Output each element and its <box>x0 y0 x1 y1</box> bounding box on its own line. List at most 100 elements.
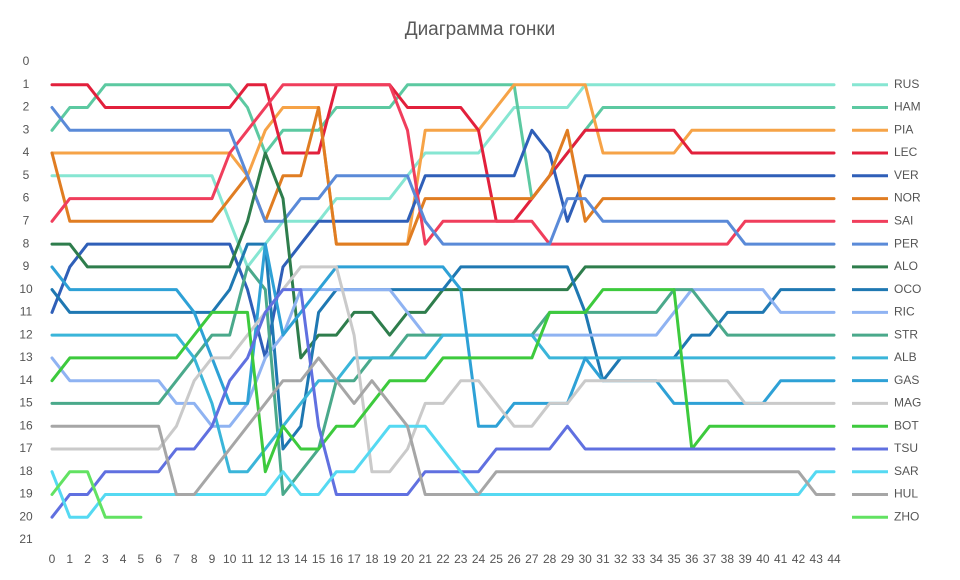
x-tick-label: 28 <box>543 552 557 566</box>
y-tick-label: 20 <box>19 509 33 523</box>
x-tick-label: 13 <box>276 552 290 566</box>
x-tick-label: 6 <box>155 552 162 566</box>
x-tick-label: 26 <box>507 552 521 566</box>
x-tick-label: 36 <box>685 552 699 566</box>
series-line <box>50 242 836 451</box>
x-tick-label: 39 <box>738 552 752 566</box>
x-tick-label: 17 <box>347 552 361 566</box>
x-tick-label: 18 <box>365 552 379 566</box>
legend-label: OCO <box>894 282 921 296</box>
x-tick-label: 5 <box>138 552 145 566</box>
x-tick-label: 31 <box>596 552 610 566</box>
legend-label: PER <box>894 236 919 250</box>
x-tick-label: 0 <box>49 552 56 566</box>
legend-label: TSU <box>894 441 918 455</box>
x-tick-label: 20 <box>401 552 415 566</box>
x-tick-label: 27 <box>525 552 539 566</box>
y-tick-label: 14 <box>19 373 33 387</box>
x-tick-label: 23 <box>454 552 468 566</box>
x-tick-label: 25 <box>490 552 504 566</box>
series-line <box>50 288 836 519</box>
y-tick-label: 3 <box>23 122 30 136</box>
x-tick-label: 33 <box>632 552 646 566</box>
x-tick-label: 7 <box>173 552 180 566</box>
legend-label: ALB <box>894 350 917 364</box>
y-tick-label: 12 <box>19 327 33 341</box>
x-tick-label: 29 <box>561 552 575 566</box>
x-tick-label: 21 <box>419 552 433 566</box>
series-line <box>50 333 836 474</box>
series-line <box>50 128 836 360</box>
y-tick-label: 15 <box>19 396 33 410</box>
y-tick-label: 19 <box>19 487 33 501</box>
x-tick-label: 30 <box>579 552 593 566</box>
x-tick-label: 41 <box>774 552 788 566</box>
x-tick-label: 3 <box>102 552 109 566</box>
series-line <box>50 242 836 428</box>
series-line <box>50 83 836 246</box>
x-tick-label: 42 <box>792 552 806 566</box>
series-line <box>50 83 836 246</box>
chart-title: Диаграмма гонки <box>405 19 556 40</box>
y-tick-label: 21 <box>19 532 33 546</box>
series-line <box>50 265 836 474</box>
x-tick-label: 34 <box>650 552 664 566</box>
legend-label: LEC <box>894 145 918 159</box>
legend-label: HAM <box>894 100 921 114</box>
x-tick-label: 16 <box>330 552 344 566</box>
x-tick-label: 24 <box>472 552 486 566</box>
legend-label: VER <box>894 168 919 182</box>
legend-label: ALO <box>894 259 918 273</box>
x-tick-label: 37 <box>703 552 717 566</box>
y-tick-label: 9 <box>23 259 30 273</box>
x-tick-label: 43 <box>810 552 824 566</box>
x-tick-label: 32 <box>614 552 628 566</box>
x-tick-label: 10 <box>223 552 237 566</box>
legend-label: MAG <box>894 396 921 410</box>
y-tick-label: 10 <box>19 282 33 296</box>
y-tick-label: 16 <box>19 418 33 432</box>
y-tick-label: 17 <box>19 441 33 455</box>
y-tick-label: 6 <box>23 191 30 205</box>
y-tick-label: 0 <box>23 54 30 68</box>
y-tick-label: 18 <box>19 464 33 478</box>
y-tick-label: 1 <box>23 77 30 91</box>
legend-label: PIA <box>894 122 913 136</box>
series-line <box>50 106 836 246</box>
x-tick-label: 8 <box>191 552 198 566</box>
series-line <box>50 83 836 269</box>
x-tick-label: 14 <box>294 552 308 566</box>
x-tick-label: 38 <box>721 552 735 566</box>
x-tick-label: 4 <box>120 552 127 566</box>
y-tick-label: 7 <box>23 214 30 228</box>
legend-label: RUS <box>894 77 919 91</box>
series-line <box>50 106 836 246</box>
x-tick-label: 9 <box>209 552 216 566</box>
y-tick-label: 13 <box>19 350 33 364</box>
x-tick-label: 35 <box>667 552 681 566</box>
y-tick-label: 4 <box>23 145 30 159</box>
x-tick-label: 11 <box>241 552 254 566</box>
x-tick-label: 40 <box>756 552 770 566</box>
y-tick-label: 8 <box>23 236 30 250</box>
series-line <box>50 83 836 201</box>
x-tick-label: 12 <box>259 552 273 566</box>
legend-label: STR <box>894 327 918 341</box>
x-tick-label: 22 <box>436 552 450 566</box>
series-line <box>50 288 836 474</box>
legend-label: GAS <box>894 373 919 387</box>
y-tick-label: 11 <box>20 305 33 319</box>
legend-label: HUL <box>894 487 918 501</box>
legend-label: SAR <box>894 464 919 478</box>
series-line <box>50 470 143 519</box>
y-tick-label: 2 <box>23 100 30 114</box>
legend-label: ZHO <box>894 509 919 523</box>
x-tick-label: 1 <box>66 552 73 566</box>
legend-label: RIC <box>894 305 915 319</box>
y-tick-label: 5 <box>23 168 30 182</box>
x-tick-label: 44 <box>827 552 841 566</box>
series-line <box>50 356 836 496</box>
legend-label: SAI <box>894 214 913 228</box>
legend-label: BOT <box>894 418 919 432</box>
